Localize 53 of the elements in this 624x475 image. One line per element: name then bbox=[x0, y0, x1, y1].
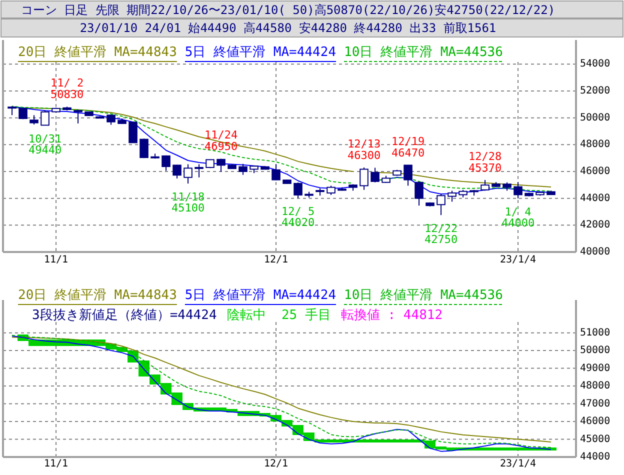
x-tick: 11/1 bbox=[44, 254, 68, 266]
x-tick: 12/1 bbox=[264, 254, 288, 266]
y-tick: 50000 bbox=[580, 345, 610, 356]
y-tick: 46000 bbox=[580, 166, 610, 177]
y-tick: 49000 bbox=[580, 362, 610, 374]
y-tick: 44000 bbox=[580, 192, 610, 204]
annotation: 12/ 5 bbox=[281, 205, 315, 218]
y-tick: 42000 bbox=[580, 220, 610, 231]
annotation: 11/18 bbox=[171, 190, 205, 204]
y-tick: 46000 bbox=[580, 416, 610, 428]
annotation: 46470 bbox=[391, 146, 425, 160]
legend: 10日 終値平滑 MA=44536 bbox=[344, 45, 503, 60]
y-tick: 48000 bbox=[580, 380, 610, 392]
annotation: 50830 bbox=[50, 88, 84, 102]
y-tick: 51000 bbox=[580, 327, 610, 338]
annotation: 転換値 : 44812 bbox=[340, 308, 443, 323]
legend: 陰転中 25 手目 bbox=[226, 308, 331, 323]
title: 3段抜き新値足（終値）=44424 bbox=[32, 308, 217, 323]
annotation: 12/19 bbox=[391, 135, 425, 148]
annotation: 12/22 bbox=[424, 222, 458, 236]
legend: 5日 終値平滑 MA=44424 bbox=[184, 288, 336, 303]
x-tick: 23/1/4 bbox=[500, 254, 536, 266]
annotation: 42750 bbox=[424, 233, 458, 246]
x-tick: 23/1/4 bbox=[500, 458, 536, 470]
y-tick: 48000 bbox=[580, 139, 610, 150]
annotation: 11/ 2 bbox=[50, 76, 84, 90]
annotation: 46300 bbox=[347, 148, 381, 162]
annotation: 11/24 bbox=[204, 128, 238, 142]
legend: 10日 終値平滑 MA=44536 bbox=[344, 288, 503, 303]
y-tick: 52000 bbox=[580, 85, 610, 96]
legend: 20日 終値平滑 MA=44843 bbox=[18, 288, 177, 303]
annotation: 49440 bbox=[28, 143, 62, 156]
x-tick: 12/1 bbox=[264, 458, 288, 470]
annotation: 12/28 bbox=[468, 150, 502, 163]
annotation: 45370 bbox=[468, 161, 502, 174]
annotation: 44020 bbox=[281, 216, 315, 230]
annotation: 46950 bbox=[204, 140, 238, 154]
y-tick: 50000 bbox=[580, 112, 610, 124]
x-tick: 11/1 bbox=[44, 458, 68, 470]
y-tick: 40000 bbox=[580, 246, 610, 258]
y-tick: 47000 bbox=[580, 398, 610, 410]
subtitle: 23/01/10 24/01 始44490 高44580 安44280 終44280 出33 前取1561 bbox=[80, 21, 496, 35]
annotation: 12/13 bbox=[347, 137, 381, 150]
annotation: 45100 bbox=[171, 202, 205, 215]
annotation: 1/ 4 bbox=[504, 205, 532, 218]
y-tick: 54000 bbox=[580, 58, 610, 70]
legend: 20日 終値平滑 MA=44843 bbox=[18, 45, 177, 60]
y-tick: 44000 bbox=[580, 452, 610, 462]
legend: 5日 終値平滑 MA=44424 bbox=[184, 45, 336, 60]
title: コーン 日足 先限 期間22/10/26〜23/01/10( 50)高50870(22/10/26)安42750(22/12/22) bbox=[20, 3, 556, 17]
annotation: 44000 bbox=[501, 216, 535, 230]
annotation: 10/31 bbox=[28, 132, 62, 146]
y-tick: 45000 bbox=[580, 434, 610, 445]
